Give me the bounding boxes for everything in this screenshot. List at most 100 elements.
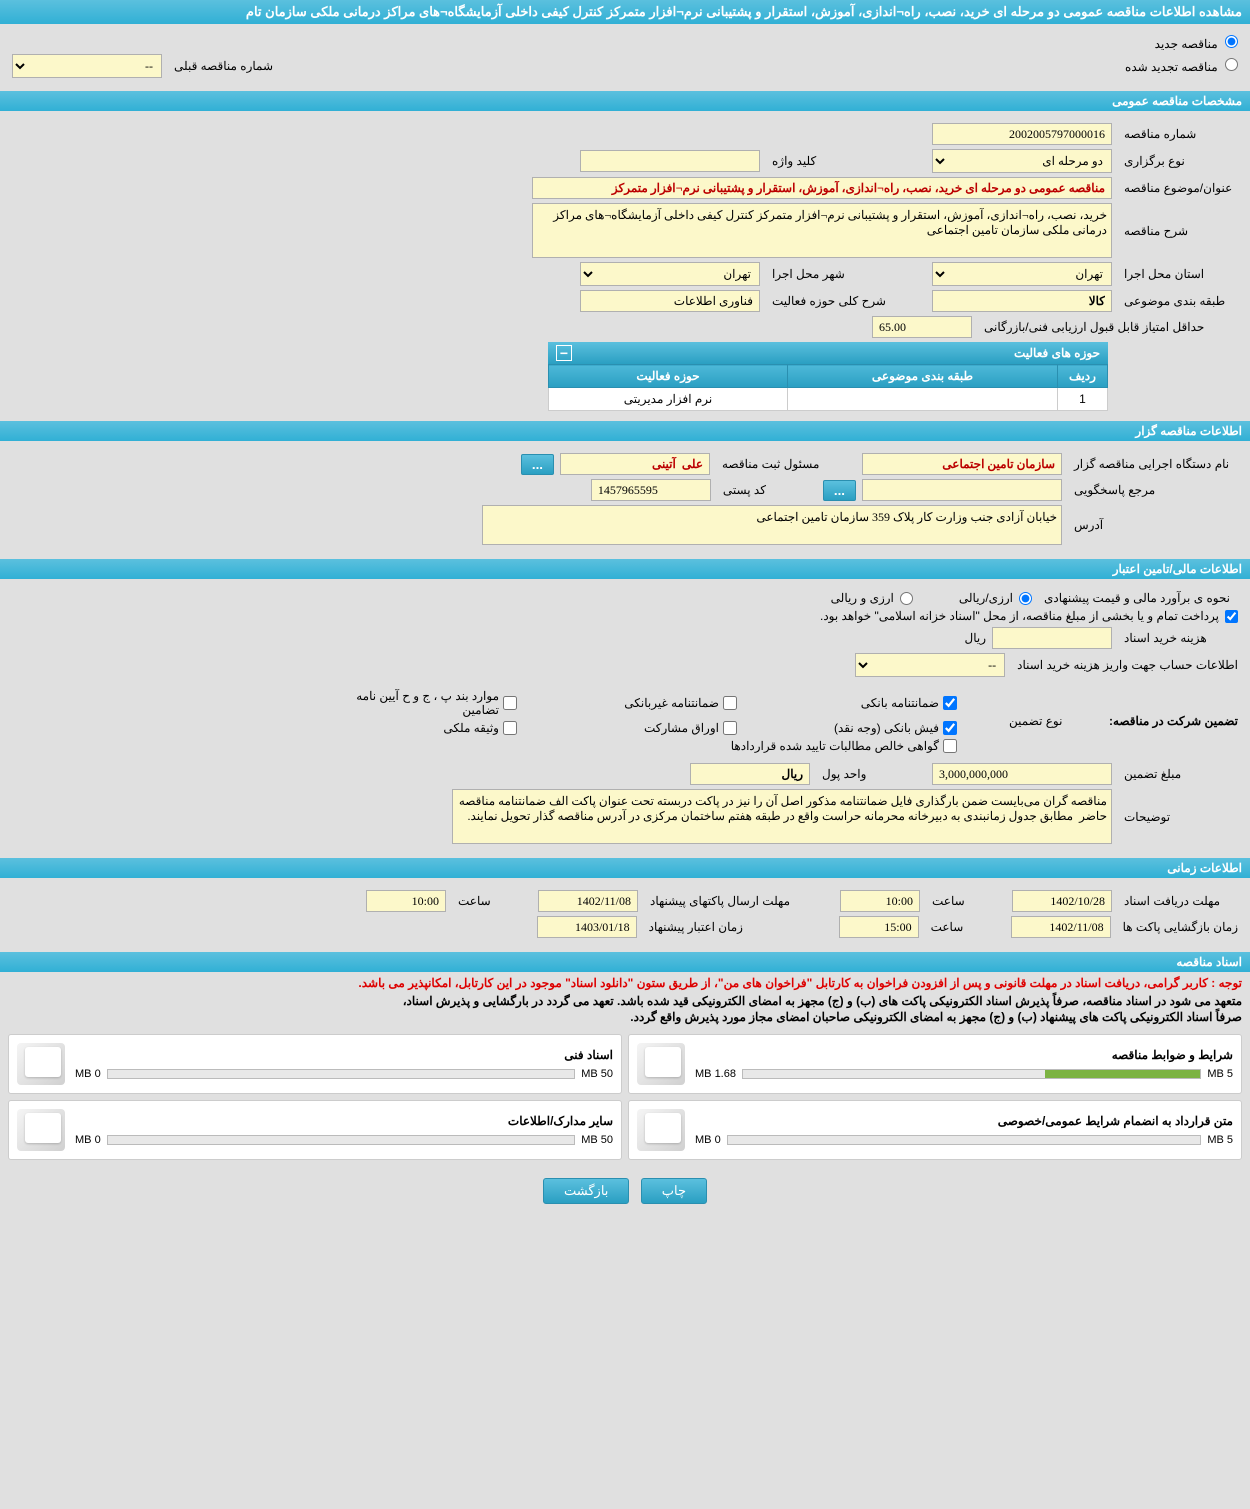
chk-property[interactable]: [503, 721, 517, 735]
registrar-label: مسئول ثبت مناقصه: [716, 457, 836, 471]
notes-textarea[interactable]: مناقصه گران می‌بایست ضمن بارگذاری فایل ض…: [452, 789, 1112, 844]
registrar-input[interactable]: [560, 453, 710, 475]
agency-input[interactable]: [862, 453, 1062, 475]
guarantee-section-label: تضمین شرکت در مناقصه:: [1109, 714, 1238, 728]
address-textarea[interactable]: خیابان آزادی جنب وزارت کار پلاک 359 سازم…: [482, 505, 1062, 545]
ellipsis-button-1[interactable]: ...: [521, 454, 554, 475]
section-general: مشخصات مناقصه عمومی: [0, 91, 1250, 111]
doc-progress: [107, 1135, 576, 1145]
subject-input[interactable]: [532, 177, 1112, 199]
docs-note-red: توجه : کاربر گرامی، دریافت اسناد در مهلت…: [8, 976, 1242, 990]
doc-progress: [742, 1069, 1201, 1079]
receive-time-label: ساعت: [926, 894, 1006, 908]
chk-bank[interactable]: [943, 696, 957, 710]
doc-title: متن قرارداد به انضمام شرایط عمومی/خصوصی: [695, 1114, 1233, 1128]
min-score-input[interactable]: [872, 316, 972, 338]
chk-cash[interactable]: [943, 721, 957, 735]
col-scope: حوزه فعالیت: [549, 365, 788, 388]
holder-content: نام دستگاه اجرایی مناقصه گزار مسئول ثبت …: [0, 441, 1250, 557]
amount-input[interactable]: [932, 763, 1112, 785]
receive-label: مهلت دریافت اسناد: [1118, 894, 1238, 908]
folder-icon: [17, 1043, 65, 1085]
money-unit-label: واحد پول: [816, 767, 896, 781]
back-button[interactable]: بازگشت: [543, 1178, 629, 1204]
chk-cases[interactable]: [503, 696, 517, 710]
radio-new-tender[interactable]: [1225, 35, 1238, 48]
purchase-unit: ریال: [964, 631, 986, 645]
doc-title: اسناد فنی: [75, 1048, 613, 1062]
keyword-label: کلید واژه: [766, 154, 886, 168]
section-timing: اطلاعات زمانی: [0, 858, 1250, 878]
keyword-input[interactable]: [580, 150, 760, 172]
label-rial: ارزی/ریالی: [959, 591, 1013, 605]
ellipsis-button-2[interactable]: ...: [823, 480, 856, 501]
notes-label: توضیحات: [1118, 810, 1238, 824]
activity-table-header: حوزه های فعالیت −: [548, 342, 1108, 364]
doc-max: 5 MB: [1207, 1134, 1233, 1146]
desc-textarea[interactable]: خرید، نصب، راه¬اندازی، آموزش، استقرار و …: [532, 203, 1112, 258]
label-new-tender: مناقصه جدید: [1155, 37, 1218, 51]
chk-bonds[interactable]: [723, 721, 737, 735]
radio-foreign[interactable]: [900, 592, 913, 605]
purchase-cost-input[interactable]: [992, 627, 1112, 649]
account-select[interactable]: --: [855, 653, 1005, 677]
doc-card[interactable]: شرایط و ضوابط مناقصه 5 MB 1.68 MB: [628, 1034, 1242, 1094]
purchase-cost-label: هزینه خرید اسناد: [1118, 631, 1238, 645]
province-label: استان محل اجرا: [1118, 267, 1238, 281]
scope-input[interactable]: [580, 290, 760, 312]
min-score-label: حداقل امتیاز قابل قبول ارزیابی فنی/بازرگ…: [978, 320, 1238, 334]
folder-icon: [17, 1109, 65, 1151]
scope-label: شرح کلی حوزه فعالیت: [766, 294, 886, 308]
doc-card[interactable]: سایر مدارک/اطلاعات 50 MB 0 MB: [8, 1100, 622, 1160]
folder-icon: [637, 1043, 685, 1085]
footer: چاپ بازگشت: [0, 1168, 1250, 1214]
doc-used: 1.68 MB: [695, 1068, 736, 1080]
open-time-label: ساعت: [925, 920, 1005, 934]
label-renewed-tender: مناقصه تجدید شده: [1125, 60, 1218, 74]
radio-renewed-tender[interactable]: [1225, 58, 1238, 71]
prev-number-select[interactable]: --: [12, 54, 162, 78]
money-unit-input[interactable]: [690, 763, 810, 785]
section-holder: اطلاعات مناقصه گزار: [0, 421, 1250, 441]
validity-date[interactable]: [537, 916, 637, 938]
respondent-input[interactable]: [862, 479, 1062, 501]
doc-progress: [107, 1069, 576, 1079]
send-date[interactable]: [538, 890, 638, 912]
open-date[interactable]: [1011, 916, 1111, 938]
financial-content: نحوه ی برآورد مالی و قیمت پیشنهادی ارزی/…: [0, 579, 1250, 856]
doc-max: 5 MB: [1207, 1068, 1233, 1080]
print-button[interactable]: چاپ: [641, 1178, 707, 1204]
amount-label: مبلغ تضمین: [1118, 767, 1238, 781]
city-label: شهر محل اجرا: [766, 267, 886, 281]
postal-label: کد پستی: [717, 483, 797, 497]
subject-label: عنوان/موضوع مناقصه: [1118, 181, 1238, 195]
doc-used: 0 MB: [75, 1134, 101, 1146]
category-label: طبقه بندی موضوعی: [1118, 294, 1238, 308]
send-label: مهلت ارسال پاکتهای پیشنهاد: [644, 894, 804, 908]
docs-note1: متعهد می شود در اسناد مناقصه، صرفاً پذیر…: [8, 994, 1242, 1008]
category-input[interactable]: [932, 290, 1112, 312]
open-time[interactable]: [839, 916, 919, 938]
holding-type-select[interactable]: دو مرحله ای: [932, 149, 1112, 173]
timing-content: مهلت دریافت اسناد ساعت مهلت ارسال پاکتها…: [0, 878, 1250, 950]
postal-input[interactable]: [591, 479, 711, 501]
col-row: ردیف: [1058, 365, 1108, 388]
minimize-icon[interactable]: −: [556, 345, 572, 361]
radio-rial[interactable]: [1019, 592, 1032, 605]
receive-date[interactable]: [1012, 890, 1112, 912]
receive-time[interactable]: [840, 890, 920, 912]
table-row: 1 نرم افزار مدیریتی: [549, 388, 1108, 411]
account-label: اطلاعات حساب جهت واریز هزینه خرید اسناد: [1011, 658, 1238, 672]
section-docs: اسناد مناقصه: [0, 952, 1250, 972]
doc-card[interactable]: متن قرارداد به انضمام شرایط عمومی/خصوصی …: [628, 1100, 1242, 1160]
agency-label: نام دستگاه اجرایی مناقصه گزار: [1068, 457, 1238, 471]
province-select[interactable]: تهران: [932, 262, 1112, 286]
treasury-checkbox[interactable]: [1225, 610, 1238, 623]
chk-contracts[interactable]: [943, 739, 957, 753]
folder-icon: [637, 1109, 685, 1151]
send-time[interactable]: [366, 890, 446, 912]
number-input[interactable]: [932, 123, 1112, 145]
city-select[interactable]: تهران: [580, 262, 760, 286]
chk-nonbank[interactable]: [723, 696, 737, 710]
doc-card[interactable]: اسناد فنی 50 MB 0 MB: [8, 1034, 622, 1094]
